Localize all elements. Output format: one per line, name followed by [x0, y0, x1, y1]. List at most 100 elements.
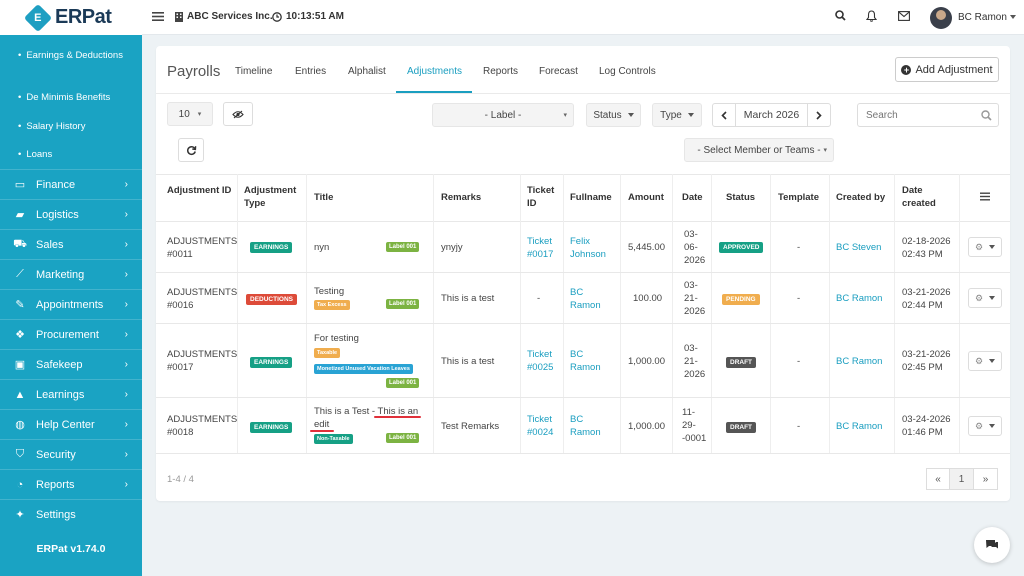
row-remarks: ynyjy: [441, 242, 463, 253]
tab-alphalist[interactable]: Alphalist: [348, 66, 386, 77]
chevron-right-icon: ›: [124, 179, 128, 190]
sidebar-subitem-earnings-deductions[interactable]: Earnings & Deductions: [18, 49, 128, 62]
sidebar-item-help-center[interactable]: ◍ Help Center ›: [0, 409, 142, 439]
col-header-template[interactable]: Template: [778, 192, 820, 203]
refresh-button[interactable]: [178, 138, 204, 162]
date-line: 03-: [684, 280, 698, 291]
ticket-link[interactable]: Ticket #0024: [527, 413, 553, 439]
col-header-title[interactable]: Title: [314, 192, 334, 203]
col-header-status[interactable]: Status: [726, 192, 756, 203]
col-header-fullname[interactable]: Fullname: [570, 192, 612, 203]
sidebar-item-marketing[interactable]: ⟋ Marketing ›: [0, 259, 142, 289]
row-date-created: 03-21-2026 02:44 PM: [902, 286, 951, 312]
fullname-link[interactable]: BC Ramon: [570, 286, 601, 312]
fullname-link[interactable]: BC Ramon: [570, 413, 601, 439]
sidebar-item-procurement[interactable]: ❖ Procurement ›: [0, 319, 142, 349]
table-row[interactable]: [156, 324, 1010, 398]
sidebar-item-reports[interactable]: ◔ Reports ›: [0, 469, 142, 499]
status-filter[interactable]: Status: [586, 103, 641, 127]
sidebar-item-sales[interactable]: ⛟ Sales ›: [0, 229, 142, 259]
sidebar-item-safekeep[interactable]: ▣ Safekeep ›: [0, 349, 142, 379]
table-row[interactable]: [156, 222, 1010, 273]
sidebar-item-security[interactable]: ⛉ Security ›: [0, 439, 142, 469]
pagination-prev[interactable]: «: [926, 468, 950, 490]
tab-forecast[interactable]: Forecast: [539, 66, 578, 77]
column-divider: [520, 174, 521, 454]
table-row[interactable]: [156, 398, 1010, 454]
pagination-page[interactable]: 1: [949, 468, 974, 490]
col-header-date[interactable]: Date: [682, 192, 703, 203]
gears-icon: ⚙: [974, 241, 984, 252]
created-by-link[interactable]: BC Ramon: [836, 293, 883, 304]
page-size-select[interactable]: 10 ▾: [167, 102, 213, 126]
sidebar-item-learnings[interactable]: ▲ Learnings ›: [0, 379, 142, 409]
label-tag: Label 001: [386, 242, 420, 252]
sidebar-item-appointments[interactable]: ✎ Appointments ›: [0, 289, 142, 319]
title-text: This is a Test -: [314, 406, 378, 417]
sidebar-subitem-de-minimis[interactable]: De Minimis Benefits: [18, 92, 110, 103]
tax-tag: Taxable: [314, 348, 341, 358]
app-logo[interactable]: E ERPat: [0, 0, 142, 35]
sidebar-subitem-loans[interactable]: Loans: [18, 149, 52, 160]
date-line: 06-: [684, 242, 698, 253]
row-actions-button[interactable]: ⚙: [968, 351, 1002, 371]
col-header-amount[interactable]: Amount: [628, 192, 664, 203]
search-icon[interactable]: [835, 10, 846, 24]
col-header-created-by[interactable]: Created by: [836, 192, 886, 203]
col-header-remarks[interactable]: Remarks: [441, 192, 482, 203]
table-row[interactable]: [156, 273, 1010, 324]
sidebar-item-finance[interactable]: ▭ Finance ›: [0, 169, 142, 199]
next-month-button[interactable]: [807, 103, 831, 127]
label-select[interactable]: - Label - ▾: [432, 103, 574, 127]
month-display[interactable]: March 2026: [735, 103, 808, 127]
created-by-link[interactable]: BC Steven: [836, 242, 882, 253]
sidebar-item-logistics[interactable]: ▰ Logistics ›: [0, 199, 142, 229]
hamburger-menu-icon[interactable]: [152, 11, 164, 25]
title-edit-text: This is an: [377, 406, 419, 417]
col-header-ticket[interactable]: Ticket ID: [527, 185, 555, 209]
tab-entries[interactable]: Entries: [295, 66, 327, 77]
tab-adjustments[interactable]: Adjustments: [407, 66, 463, 77]
avatar[interactable]: [930, 7, 952, 29]
fullname-link[interactable]: Felix Johnson: [570, 235, 606, 261]
chat-button[interactable]: [974, 527, 1010, 563]
tab-timeline[interactable]: Timeline: [235, 66, 273, 77]
ticket-link[interactable]: Ticket #0025: [527, 348, 553, 374]
status-badge: PENDING: [722, 294, 760, 305]
column-divider: [770, 174, 771, 454]
created-by-link[interactable]: BC Ramon: [836, 356, 883, 367]
date-line: -0001: [682, 433, 707, 444]
tab-reports[interactable]: Reports: [483, 66, 519, 77]
date-line: 03-: [684, 229, 698, 240]
bell-icon[interactable]: [865, 10, 878, 25]
ticket-link[interactable]: Ticket #0017: [527, 235, 553, 261]
company-name[interactable]: ABC Services Inc.: [175, 11, 273, 22]
sidebar-item-label: Logistics: [36, 208, 79, 221]
search-input[interactable]: [866, 109, 976, 121]
column-divider: [563, 174, 564, 454]
pagination-next[interactable]: »: [973, 468, 998, 490]
row-actions-button[interactable]: ⚙: [968, 416, 1002, 436]
col-header-type[interactable]: Adjustment Type: [244, 185, 297, 209]
type-filter[interactable]: Type: [652, 103, 702, 127]
sidebar-item-settings[interactable]: ✦ Settings: [0, 499, 142, 529]
sidebar-subitem-salary-history[interactable]: Salary History: [18, 121, 85, 132]
record-range: 1-4 / 4: [167, 474, 194, 485]
member-team-select[interactable]: - Select Member or Teams - ▾: [684, 138, 834, 162]
tab-log-controls[interactable]: Log Controls: [599, 66, 656, 77]
chevron-right-icon: ›: [124, 479, 128, 490]
col-header-date-created[interactable]: Date created: [902, 185, 936, 209]
mail-icon[interactable]: [898, 10, 910, 24]
row-actions-button[interactable]: ⚙: [968, 288, 1002, 308]
row-actions-button[interactable]: ⚙: [968, 237, 1002, 257]
prev-month-button[interactable]: [712, 103, 736, 127]
add-adjustment-button[interactable]: + Add Adjustment: [895, 57, 999, 82]
user-menu[interactable]: BC Ramon: [958, 12, 1016, 23]
search-box[interactable]: [857, 103, 999, 127]
col-header-id[interactable]: Adjustment ID: [167, 185, 232, 196]
id-line: ADJUSTMENTS: [167, 414, 238, 425]
fullname-link[interactable]: BC Ramon: [570, 348, 601, 374]
columns-menu-icon[interactable]: [980, 192, 990, 204]
created-by-link[interactable]: BC Ramon: [836, 421, 883, 432]
column-visibility-button[interactable]: [223, 102, 253, 126]
